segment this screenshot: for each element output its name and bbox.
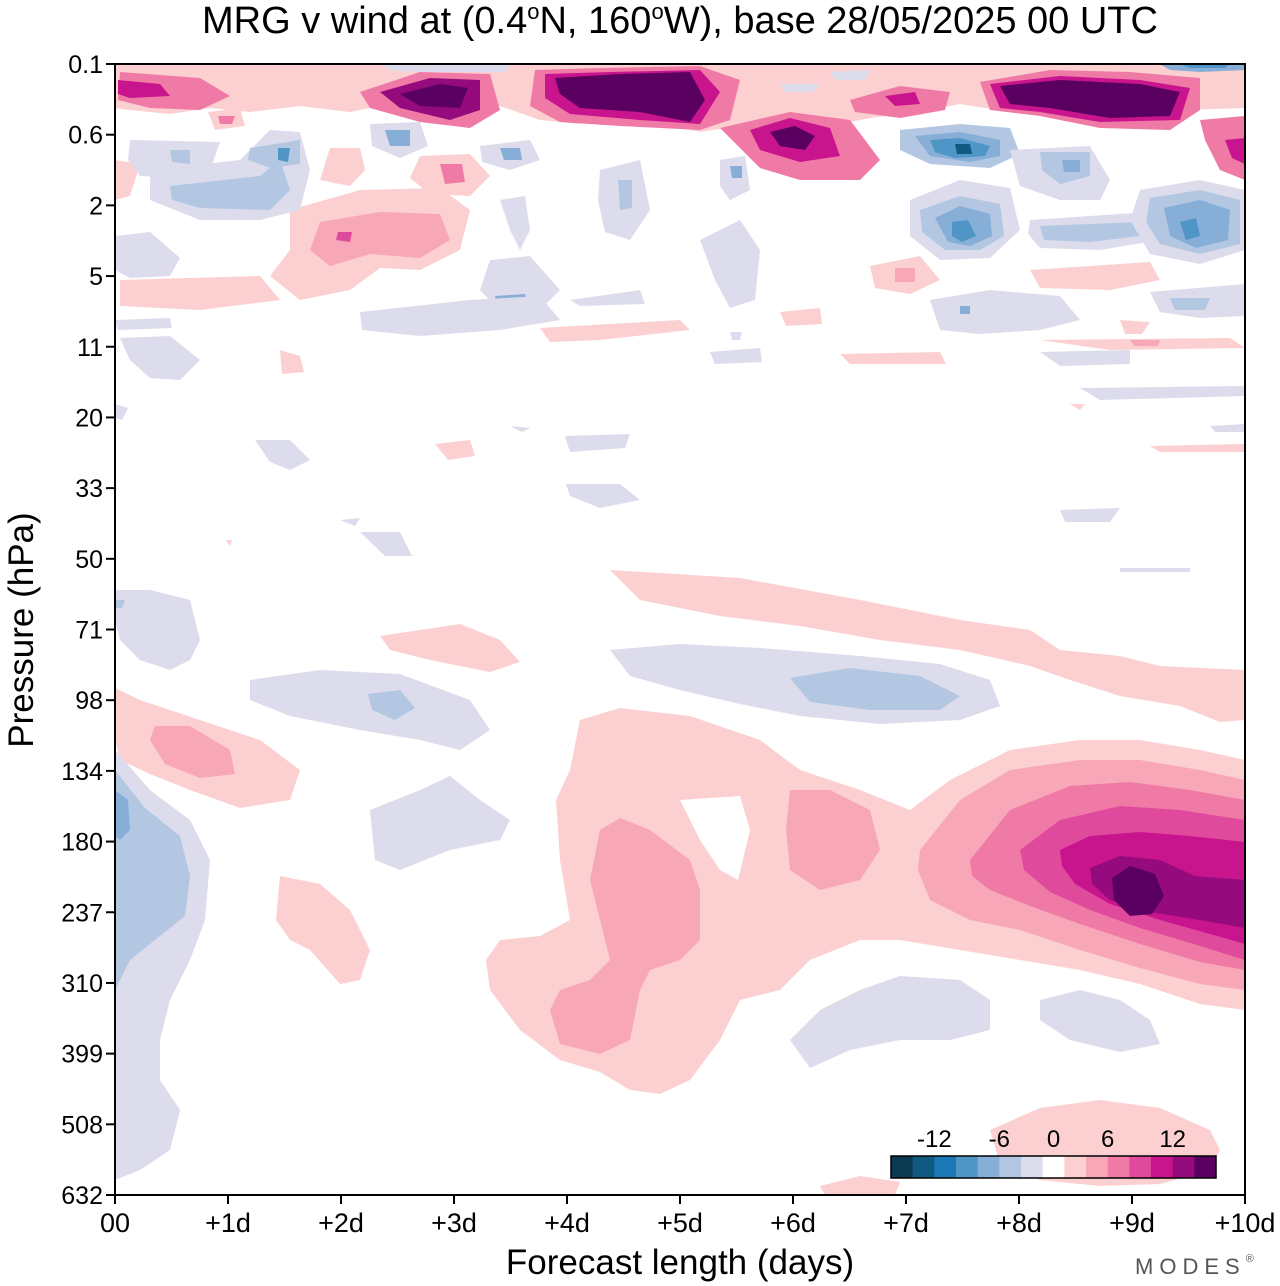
y-tick-label: 0.6 [68,122,103,150]
x-tick-label: +5d [657,1208,703,1238]
colorbar-label: -6 [989,1126,1010,1153]
y-tick-label: 632 [61,1182,103,1210]
y-tick-label: 20 [75,404,103,432]
x-axis-label: Forecast length (days) [506,1243,854,1282]
y-tick-label: 2 [89,192,103,220]
colorbar-swatch [977,1156,1000,1178]
x-tick-label: +9d [1109,1208,1155,1238]
x-tick-label: +7d [883,1208,929,1238]
y-axis: 0.1 0.6 2 5 11 20 33 50 71 98 134 180 237 310 399 508 63… [61,51,115,1210]
chart-title: MRG v wind at (0.4oN, 160oW), base 28/05… [202,0,1158,42]
y-tick-label: 5 [89,263,103,291]
modes-logo: MODES® [1135,1253,1260,1279]
colorbar-label: 6 [1101,1126,1114,1153]
y-tick-label: 237 [61,899,103,927]
x-tick-label: +3d [431,1208,477,1238]
colorbar-swatch [1021,1156,1044,1178]
x-tick-label: +2d [318,1208,364,1238]
colorbar-swatch [956,1156,979,1178]
x-axis: 00 +1d +2d +3d +4d +5d +6d +7d +8d +9d +10d [100,1195,1275,1238]
contour-upper-positive [115,64,1245,180]
colorbar-swatch [1172,1156,1195,1178]
x-tick-label: +4d [544,1208,590,1238]
y-tick-label: 180 [61,829,103,857]
y-tick-label: 0.1 [68,51,103,79]
colorbar-label: -12 [917,1126,952,1153]
colorbar-swatch [999,1156,1022,1178]
plot-area [115,64,1245,1195]
x-tick-label: +1d [205,1208,251,1238]
y-tick-label: 11 [77,334,103,362]
colorbar-swatch [1107,1156,1130,1178]
colorbar-swatch [1194,1156,1217,1178]
y-tick-label: 33 [75,475,103,503]
colorbar-frame [890,1155,1217,1179]
contour-mid-levels [115,404,1245,808]
y-tick-label: 71 [75,617,103,645]
x-tick-label: +10d [1215,1208,1276,1238]
colorbar-swatch [1086,1156,1109,1178]
x-tick-label: +6d [770,1208,816,1238]
colorbar-label: 0 [1047,1126,1060,1153]
contour-lower-levels [115,708,1245,1195]
y-tick-label: 310 [61,970,103,998]
colorbar-label: 12 [1159,1126,1186,1153]
colorbar-swatch [1042,1156,1065,1178]
colorbar-swatch [1064,1156,1087,1178]
y-tick-label: 399 [61,1041,103,1069]
contour-stratosphere [115,108,1245,410]
y-tick-label: 508 [61,1111,103,1139]
colorbar-swatch [1129,1156,1152,1178]
y-tick-label: 134 [61,758,103,786]
colorbar-swatch [934,1156,957,1178]
y-axis-label: Pressure (hPa) [2,512,41,747]
colorbar-swatch [1151,1156,1174,1178]
y-tick-label: 98 [75,687,103,715]
colorbar-swatch [912,1156,935,1178]
x-tick-label: 00 [100,1208,130,1238]
colorbar-legend: -12 -6 0 6 12 [890,1126,1217,1179]
colorbar-swatch [891,1156,914,1178]
y-tick-label: 50 [75,546,103,574]
x-tick-label: +8d [996,1208,1042,1238]
